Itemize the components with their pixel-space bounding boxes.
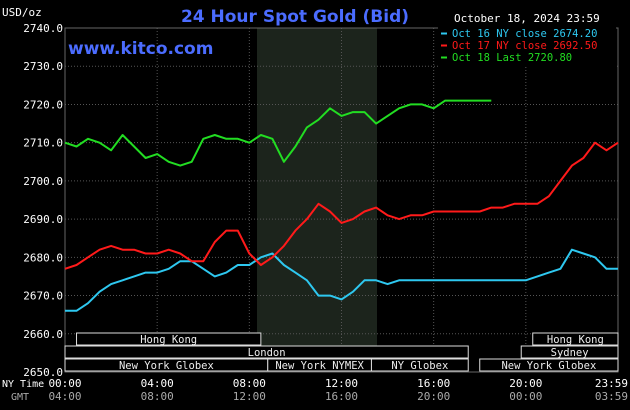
x-tick-label-ny: 04:00 xyxy=(141,377,174,390)
legend-label: Oct 17 NY close 2692.50 xyxy=(452,40,597,52)
session-label: Sydney xyxy=(551,347,589,359)
x-tick-label-ny: 00:00 xyxy=(48,377,81,390)
x-tick-label-ny: 08:00 xyxy=(233,377,266,390)
x-tick-label-gmt: 03:59 xyxy=(595,390,628,403)
session-label: Hong Kong xyxy=(547,334,604,346)
y-tick-label: 2670.0 xyxy=(23,290,63,303)
session-label: NY Globex xyxy=(391,360,448,372)
x-axis-ticks: 00:0004:0004:0008:0008:0012:0012:0016:00… xyxy=(48,377,628,403)
chart-title: 24 Hour Spot Gold (Bid) xyxy=(181,7,409,27)
y-tick-label: 2700.0 xyxy=(23,175,63,188)
x-tick-label-ny: 16:00 xyxy=(417,377,450,390)
x-tick-label-gmt: 20:00 xyxy=(417,390,450,403)
session-label: New York Globex xyxy=(119,360,214,372)
x-tick-label-gmt: 08:00 xyxy=(141,390,174,403)
y-tick-label: 2660.0 xyxy=(23,328,63,341)
unit-label: USD/oz xyxy=(2,6,42,19)
y-tick-label: 2710.0 xyxy=(23,137,63,150)
gmt-label: GMT xyxy=(11,392,29,403)
x-tick-label-gmt: 12:00 xyxy=(233,390,266,403)
session-box xyxy=(370,358,469,372)
x-tick-label-gmt: 16:00 xyxy=(325,390,358,403)
x-tick-label-ny: 23:59 xyxy=(595,377,628,390)
price-line xyxy=(64,141,619,270)
session-box xyxy=(479,358,619,372)
x-tick-label-gmt: 04:00 xyxy=(48,390,81,403)
session-label: New York Globex xyxy=(501,360,596,372)
plot-frame xyxy=(64,27,619,373)
legend-background xyxy=(438,26,616,67)
x-tick-label-ny: 12:00 xyxy=(325,377,358,390)
session-label: Hong Kong xyxy=(140,334,197,346)
datetime-label: October 18, 2024 23:59 xyxy=(454,12,600,25)
session-box xyxy=(76,332,262,346)
y-tick-label: 2650.0 xyxy=(23,366,63,379)
session-label: New York NYMEX xyxy=(275,360,364,372)
site-watermark[interactable]: www.kitco.com xyxy=(68,39,213,59)
session-box xyxy=(64,345,469,359)
x-tick-label-gmt: 00:00 xyxy=(509,390,542,403)
market-sessions: Hong Kong London New York Globex New York N… xyxy=(64,332,619,372)
session-box xyxy=(520,345,619,359)
price-lines xyxy=(64,99,619,312)
session-box xyxy=(532,332,619,346)
y-tick-label: 2680.0 xyxy=(23,251,63,264)
price-line xyxy=(64,99,492,167)
ny-time-label: NY Time xyxy=(2,379,44,390)
y-axis-ticks: 2740.0 2730.0 2720.0 2710.0 2700.0 2690.0 2680… xyxy=(23,22,63,379)
price-line xyxy=(65,248,618,312)
legend-label: Oct 18 Last 2720.80 xyxy=(452,52,572,64)
y-tick-label: 2720.0 xyxy=(23,98,63,111)
y-tick-label: 2690.0 xyxy=(23,213,63,226)
session-label: London xyxy=(248,347,286,359)
y-tick-label: 2730.0 xyxy=(23,60,63,73)
nymex-session-shade xyxy=(257,28,377,372)
x-tick-label-ny: 20:00 xyxy=(509,377,542,390)
y-tick-label: 2740.0 xyxy=(23,22,63,35)
legend-label: Oct 16 NY close 2674.20 xyxy=(452,28,597,40)
